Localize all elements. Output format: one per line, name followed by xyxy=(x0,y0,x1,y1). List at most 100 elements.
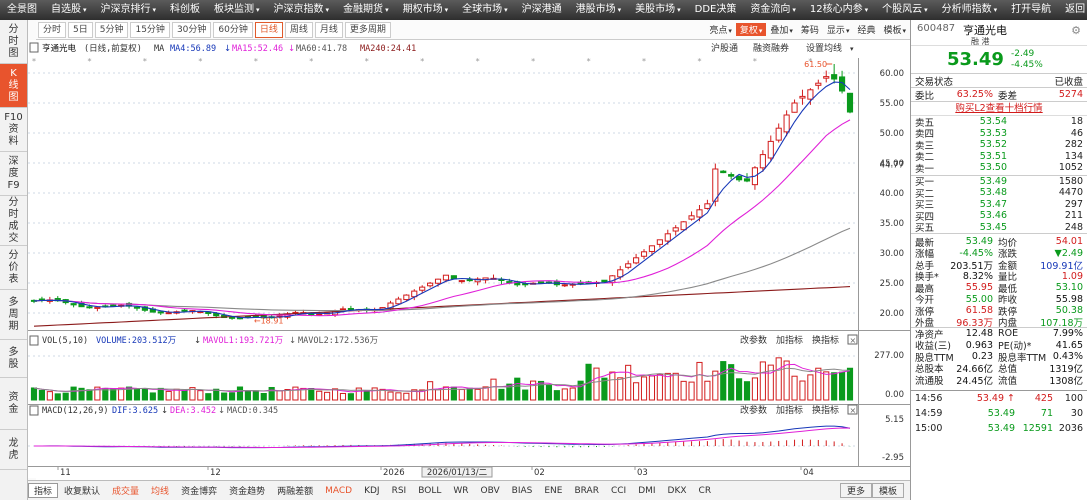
top-menu-item[interactable]: 全景图 xyxy=(0,0,44,20)
top-menu-item[interactable]: 沪深京排行 ▾ xyxy=(94,0,164,20)
top-menu-item[interactable]: 分析师指数 ▾ xyxy=(935,0,1005,20)
top-menu-item[interactable]: 板块监测 ▾ xyxy=(207,0,267,20)
event-star-icon[interactable]: * xyxy=(365,57,369,66)
top-menu-item[interactable]: 金融期货 ▾ xyxy=(336,0,396,20)
event-star-icon[interactable]: * xyxy=(309,57,313,66)
event-star-icon[interactable]: * xyxy=(254,57,258,66)
hgt-link[interactable]: 沪股通 xyxy=(711,42,738,54)
top-menu-item[interactable]: 科创板 xyxy=(163,0,207,20)
vol-sub-button[interactable]: 加指标 xyxy=(776,334,803,346)
top-menu-item[interactable]: 全球市场 ▾ xyxy=(455,0,515,20)
event-star-icon[interactable]: * xyxy=(87,57,91,66)
collapse-box-icon[interactable] xyxy=(29,335,39,346)
toolbar-button[interactable]: 经典 xyxy=(853,23,879,36)
period-button[interactable]: 5分钟 xyxy=(94,21,129,38)
event-star-icon[interactable]: * xyxy=(642,57,646,66)
toolbar-button[interactable]: 显示▾ xyxy=(823,23,854,36)
left-nav-item[interactable]: 分时成交 xyxy=(0,196,27,246)
indicator-tab[interactable]: 收复默认 xyxy=(64,487,101,497)
left-nav-item[interactable]: 分时图 xyxy=(0,20,27,64)
top-menu-item[interactable]: 美股市场 ▾ xyxy=(628,0,688,20)
gear-icon[interactable]: ⚙ xyxy=(1071,24,1081,37)
top-menu-item[interactable]: 打开导航 xyxy=(1004,0,1058,20)
indicator-tab[interactable]: 指标 xyxy=(28,483,59,498)
macd-sub-button[interactable]: 换指标 xyxy=(812,404,839,416)
period-button[interactable]: 更多周期 xyxy=(344,21,391,38)
left-nav-item[interactable]: 分价表 xyxy=(0,246,27,290)
top-menu-item[interactable]: 期权市场 ▾ xyxy=(396,0,456,20)
left-nav-item[interactable]: 龙虎 xyxy=(0,430,27,470)
event-star-icon[interactable]: * xyxy=(587,57,591,66)
indicator-tab[interactable]: 更多 xyxy=(839,483,872,498)
period-button[interactable]: 60分钟 xyxy=(213,21,253,38)
period-button[interactable]: 分时 xyxy=(38,21,67,38)
period-button[interactable]: 月线 xyxy=(314,21,343,38)
top-menu-item[interactable]: 自选股 ▾ xyxy=(44,0,94,20)
top-menu-item[interactable]: 沪深京指数 ▾ xyxy=(267,0,337,20)
period-button[interactable]: 周线 xyxy=(284,21,313,38)
close-box-icon[interactable] xyxy=(847,404,858,415)
event-star-icon[interactable]: * xyxy=(476,57,480,66)
toolbar-button[interactable]: 亮点▾ xyxy=(705,23,736,36)
toolbar-button[interactable]: 复权▾ xyxy=(735,23,767,36)
event-star-icon[interactable]: * xyxy=(32,57,36,66)
rzrq-link[interactable]: 融资融券 xyxy=(753,42,789,54)
indicator-tab[interactable]: CR xyxy=(698,485,712,496)
left-nav-item[interactable]: 多周期 xyxy=(0,290,27,340)
indicator-tab[interactable]: RSI xyxy=(391,485,407,496)
period-button[interactable]: 5日 xyxy=(68,21,93,38)
event-star-icon[interactable]: * xyxy=(143,57,147,66)
buy-l2-link[interactable]: 购买L2查看十档行情 xyxy=(911,102,1087,116)
left-nav-item[interactable]: F10 资料 xyxy=(0,108,27,152)
macd-sub-button[interactable]: 改参数 xyxy=(740,404,767,416)
macd-sub-button[interactable]: 加指标 xyxy=(776,404,803,416)
indicator-tab[interactable]: BIAS xyxy=(511,485,533,496)
top-menu-item[interactable]: 沪深港通 xyxy=(515,0,569,20)
period-button[interactable]: 15分钟 xyxy=(130,21,170,38)
top-menu-item[interactable]: 个股风云 ▾ xyxy=(875,0,935,20)
close-box-icon[interactable] xyxy=(847,334,858,345)
toolbar-button[interactable]: 筹码 xyxy=(797,23,823,36)
indicator-tab[interactable]: 均线 xyxy=(151,487,170,497)
toolbar-button[interactable]: 模板▾ xyxy=(879,23,910,36)
indicator-tab[interactable]: DKX xyxy=(667,485,687,496)
indicator-tab[interactable]: OBV xyxy=(480,485,500,496)
collapse-box-icon[interactable] xyxy=(29,405,39,416)
vol-sub-button[interactable]: 换指标 xyxy=(812,334,839,346)
indicator-tab[interactable]: 资金博弈 xyxy=(181,487,218,497)
top-menu-item[interactable]: 资金流向 ▾ xyxy=(743,0,803,20)
left-nav-item[interactable]: 深度 F9 xyxy=(0,152,27,196)
top-menu-item[interactable]: DDE决策 xyxy=(688,0,744,20)
indicator-tab[interactable]: WR xyxy=(453,485,469,496)
indicator-tab[interactable]: CCI xyxy=(610,485,627,496)
top-menu-item[interactable]: 返回 xyxy=(1058,0,1087,20)
indicator-tab[interactable]: 模板 xyxy=(871,483,904,498)
indicator-tab[interactable]: MACD xyxy=(325,485,353,496)
event-star-icon[interactable]: * xyxy=(697,57,701,66)
event-star-icon[interactable]: * xyxy=(198,57,202,66)
kline-chart-panel[interactable]: 60.00 55.00 50.00 45.00 40.00 35.00 30.00 25.00… xyxy=(28,40,910,478)
top-menu-item[interactable]: 12核心内参 ▾ xyxy=(803,0,875,20)
vol-sub-button[interactable]: 改参数 xyxy=(740,334,767,346)
event-star-icon[interactable]: * xyxy=(808,57,812,66)
indicator-tab[interactable]: BOLL xyxy=(418,485,442,496)
period-button[interactable]: 日线 xyxy=(254,21,283,38)
indicator-tab[interactable]: ENE xyxy=(544,485,563,496)
set-ma-link[interactable]: 设置均线 xyxy=(806,42,842,54)
indicator-tab[interactable]: 成交量 xyxy=(112,487,140,497)
event-star-icon[interactable]: * xyxy=(420,57,424,66)
indicator-tab[interactable]: BRAR xyxy=(574,485,599,496)
indicator-tab[interactable]: 两融差额 xyxy=(277,487,314,497)
toolbar-button[interactable]: 叠加▾ xyxy=(766,23,797,36)
top-menu-item[interactable]: 港股市场 ▾ xyxy=(569,0,629,20)
left-nav-item[interactable]: 资金 xyxy=(0,378,27,430)
indicator-tab[interactable]: KDJ xyxy=(364,485,380,496)
left-nav-item[interactable]: 多股 xyxy=(0,340,27,378)
indicator-tab[interactable]: 资金趋势 xyxy=(229,487,266,497)
collapse-box-icon[interactable] xyxy=(29,42,39,53)
period-button[interactable]: 30分钟 xyxy=(171,21,212,38)
event-star-icon[interactable]: * xyxy=(753,57,757,66)
indicator-tab[interactable]: DMI xyxy=(638,485,656,496)
event-star-icon[interactable]: * xyxy=(531,57,535,66)
